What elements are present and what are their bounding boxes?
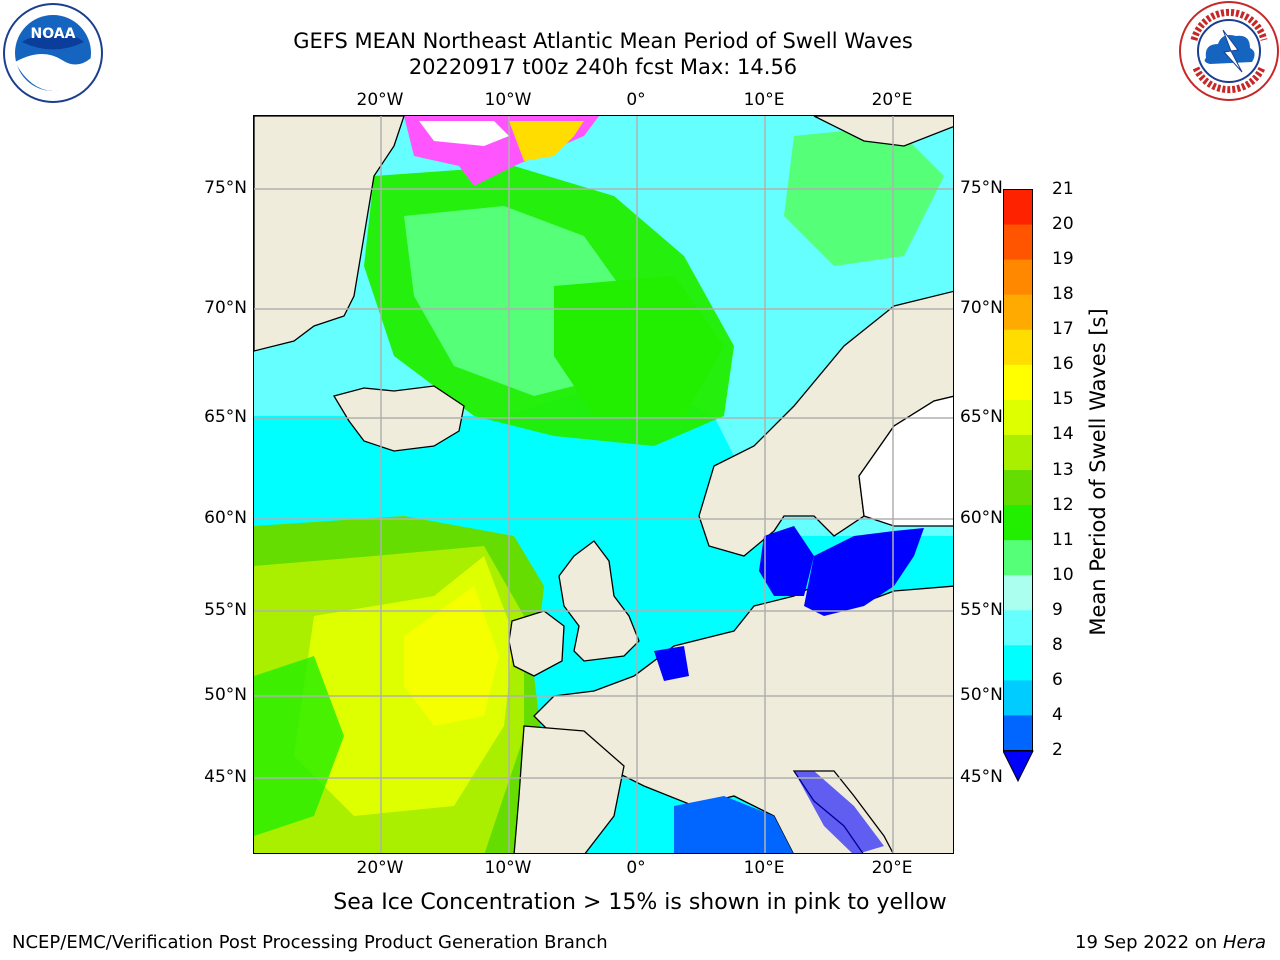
colorbar-tick-label: 11: [1052, 529, 1074, 550]
colorbar-tick-label: 4: [1052, 704, 1063, 725]
land-iberia: [513, 725, 625, 853]
lon-tick-top: 10°E: [743, 90, 785, 110]
footer-branch: NCEP/EMC/Verification Post Processing Pr…: [12, 932, 608, 953]
land-greenland: [254, 116, 405, 352]
land-ireland: [508, 610, 565, 677]
lon-tick-top: 20°W: [356, 90, 404, 110]
colorbar-segment: [1003, 609, 1033, 646]
colorbar-tick-label: 18: [1052, 284, 1074, 305]
footer-host: Hera: [1222, 932, 1266, 953]
lat-tick-right: 70°N: [960, 298, 1003, 318]
lat-tick-left: 75°N: [204, 178, 247, 198]
colorbar-tick-label: 20: [1052, 214, 1074, 235]
lat-tick-left: 60°N: [204, 508, 247, 528]
colorbar-tick-label: 16: [1052, 354, 1074, 375]
nws-logo-icon: [1178, 0, 1280, 106]
colorbar-title: Mean Period of Swell Waves [s]: [1086, 308, 1110, 636]
lon-tick-bottom: 20°W: [356, 858, 404, 878]
lat-tick-right: 55°N: [960, 600, 1003, 620]
colorbar-tick-label: 6: [1052, 669, 1063, 690]
colorbar-tick-label: 2: [1052, 740, 1063, 760]
lon-tick-bottom: 20°E: [871, 858, 913, 878]
lat-tick-left: 65°N: [204, 407, 247, 427]
lon-tick-top: 20°E: [871, 90, 913, 110]
colorbar-segment: [1003, 469, 1033, 506]
colorbar-tick-label: 21: [1052, 179, 1074, 199]
land-svalbard: [813, 116, 953, 147]
colorbar-segment: [1003, 644, 1033, 681]
lat-tick-left: 45°N: [204, 767, 247, 787]
lat-tick-left: 50°N: [204, 685, 247, 705]
footer-date-text: 19 Sep 2022 on: [1075, 932, 1223, 953]
lon-tick-top: 10°W: [484, 90, 532, 110]
colorbar-segment: [1003, 259, 1033, 295]
colorbar-segment: [1003, 399, 1033, 435]
colorbar-tick-label: 14: [1052, 424, 1074, 445]
colorbar-extend-triangle: [1003, 750, 1034, 783]
colorbar-tick-label: 10: [1052, 564, 1074, 585]
colorbar-segment: [1003, 224, 1033, 260]
map-gridlines: [254, 116, 953, 853]
colorbar-segment: [1003, 189, 1033, 225]
colorbar-segment: [1003, 329, 1033, 365]
colorbar-segment: [1003, 294, 1033, 330]
colorbar-segment: [1003, 679, 1033, 716]
colorbar: [1003, 189, 1034, 783]
lat-tick-right: 75°N: [960, 178, 1003, 198]
lon-tick-bottom: 0°: [626, 858, 646, 878]
lon-tick-top: 0°: [626, 90, 646, 110]
chart-title: GEFS MEAN Northeast Atlantic Mean Period…: [293, 29, 913, 53]
colorbar-tick-label: 13: [1052, 459, 1074, 480]
colorbar-tick-label: 8: [1052, 634, 1063, 655]
colorbar-tick-label: 9: [1052, 599, 1063, 620]
footer-date: 19 Sep 2022 on Hera: [1075, 932, 1266, 953]
lon-tick-bottom: 10°W: [484, 858, 532, 878]
lon-tick-bottom: 10°E: [743, 858, 785, 878]
land-europe: [533, 585, 953, 853]
chart-subtitle: 20220917 t00z 240h fcst Max: 14.56: [408, 55, 798, 79]
colorbar-segment: [1003, 539, 1033, 576]
lat-tick-right: 65°N: [960, 407, 1003, 427]
colorbar-segment: [1003, 714, 1033, 751]
lat-tick-left: 70°N: [204, 298, 247, 318]
colorbar-segment: [1003, 364, 1033, 400]
colorbar-tick-label: 17: [1052, 319, 1074, 340]
colorbar-segment: [1003, 504, 1033, 541]
noaa-logo-icon: NOAA: [2, 2, 104, 108]
colorbar-tick-label: 15: [1052, 389, 1074, 410]
noaa-logo-text: NOAA: [31, 26, 76, 42]
lat-tick-right: 60°N: [960, 508, 1003, 528]
land-britain: [558, 540, 640, 662]
lat-tick-left: 55°N: [204, 600, 247, 620]
colorbar-tick-label: 12: [1052, 494, 1074, 515]
lat-tick-right: 45°N: [960, 767, 1003, 787]
sea-ice-caption: Sea Ice Concentration > 15% is shown in …: [333, 890, 947, 915]
lat-tick-right: 50°N: [960, 685, 1003, 705]
colorbar-segment: [1003, 574, 1033, 611]
colorbar-segment: [1003, 434, 1033, 470]
swell-period-map: [253, 115, 954, 854]
colorbar-tick-label: 19: [1052, 249, 1074, 270]
